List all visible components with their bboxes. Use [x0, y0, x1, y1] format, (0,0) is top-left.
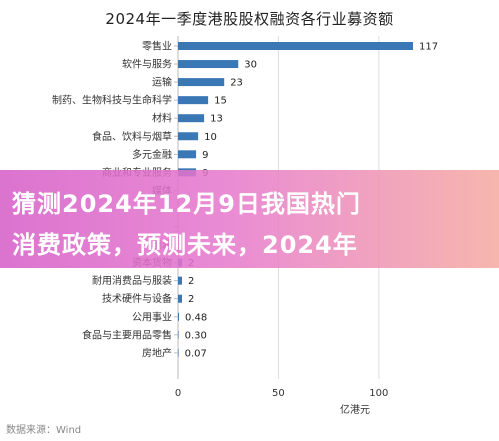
category-label: 食品、饮料与烟草 [92, 130, 172, 143]
value-label: 0.30 [185, 330, 207, 341]
category-label: 制药、生物科技与生命科学 [52, 94, 172, 107]
value-label: 0.48 [185, 312, 207, 323]
value-label: 2 [188, 276, 194, 287]
category-label: 多元金融 [132, 148, 172, 161]
bar [178, 78, 225, 87]
bar [178, 132, 199, 141]
headline-banner: 猜测2024年12月9日我国热门 消费政策，预测未来，2024年 [0, 170, 499, 268]
category-label: 技术硬件与设备 [102, 292, 172, 305]
bar [178, 276, 183, 285]
bar [178, 330, 179, 339]
banner-line-2: 消费政策，预测未来，2024年 [12, 231, 358, 259]
category-label: 材料 [152, 112, 172, 125]
value-label: 30 [244, 60, 257, 71]
x-tick-label: 50 [272, 388, 285, 399]
x-tick-label: 100 [369, 388, 388, 399]
value-label: 9 [202, 150, 208, 161]
bar [178, 294, 183, 303]
bar [178, 60, 239, 69]
category-label: 运输 [152, 76, 172, 89]
category-label: 公用事业 [132, 310, 172, 323]
value-label: 15 [214, 96, 227, 107]
bar [178, 96, 209, 105]
value-label: 23 [230, 78, 243, 89]
value-label: 13 [210, 114, 223, 125]
category-label: 零售业 [142, 40, 172, 53]
value-label: 2 [188, 294, 194, 305]
category-label: 房地产 [142, 346, 172, 359]
value-label: 10 [204, 132, 217, 143]
category-label: 软件与服务 [122, 58, 172, 71]
value-label: 117 [419, 42, 438, 53]
x-tick-label: 0 [175, 388, 181, 399]
source-note: 数据来源：Wind [6, 425, 82, 436]
banner-line-1: 猜测2024年12月9日我国热门 [12, 190, 361, 218]
x-axis-label: 亿港元 [340, 405, 370, 416]
bar [178, 114, 205, 123]
bar [178, 150, 197, 159]
bar [178, 42, 413, 50]
category-label: 耐用消费品与服装 [92, 274, 172, 287]
chart-title: 2024年一季度港股股权融资各行业募资额 [105, 10, 394, 28]
value-label: 0.07 [185, 348, 207, 359]
category-label: 食品与主要用品零售 [82, 328, 172, 341]
bar [178, 348, 179, 357]
bar [178, 312, 179, 321]
